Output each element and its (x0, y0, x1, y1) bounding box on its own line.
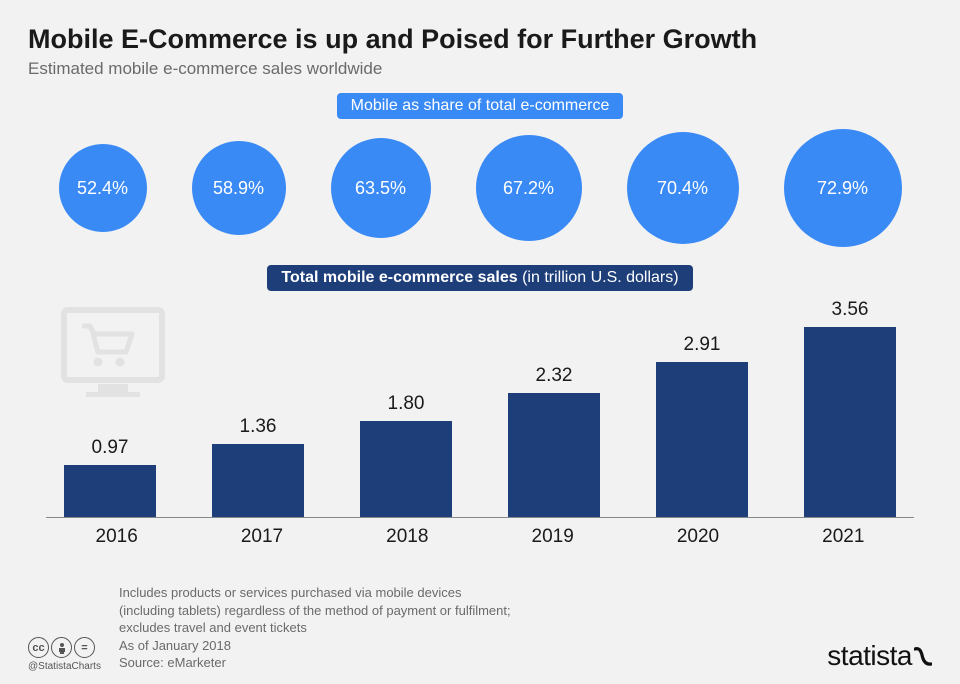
bar (360, 421, 452, 517)
bar (212, 444, 304, 517)
year-label: 2016 (57, 526, 177, 548)
logo-wave-icon (914, 644, 932, 668)
nd-icon: = (74, 637, 95, 658)
sales-label-sub: (in trillion U.S. dollars) (518, 269, 679, 286)
bar-value-label: 0.97 (92, 437, 129, 459)
footer: cc = @StatistaCharts Includes products o… (28, 584, 932, 672)
cc-block: cc = @StatistaCharts (28, 637, 101, 672)
bars-row: 0.97 1.36 1.80 2.32 2.91 3.56 (36, 297, 924, 517)
sales-label-container: Total mobile e-commerce sales (in trilli… (28, 265, 932, 291)
note-line-1: Includes products or services purchased … (119, 584, 511, 602)
year-label: 2021 (783, 526, 903, 548)
chart-title: Mobile E-Commerce is up and Poised for F… (28, 24, 932, 55)
bar-value-label: 1.80 (388, 393, 425, 415)
bar-value-label: 1.36 (240, 416, 277, 438)
share-circle: 67.2% (476, 135, 582, 241)
year-label: 2017 (202, 526, 322, 548)
statista-logo: statista (827, 640, 932, 672)
bar-column: 1.80 (346, 393, 466, 517)
by-icon (51, 637, 72, 658)
note-line-3: excludes travel and event tickets (119, 619, 511, 637)
cc-icons: cc = (28, 637, 101, 658)
share-label-badge: Mobile as share of total e-commerce (337, 93, 624, 119)
sales-label-badge: Total mobile e-commerce sales (in trilli… (267, 265, 692, 291)
bar (804, 327, 896, 517)
year-label: 2020 (638, 526, 758, 548)
cc-handle: @StatistaCharts (28, 661, 101, 672)
year-label: 2018 (347, 526, 467, 548)
bar (64, 465, 156, 517)
chart-area: 0.971.361.802.322.913.56 201620172018201… (28, 297, 932, 547)
share-circle: 70.4% (627, 132, 739, 244)
bar-value-label: 3.56 (832, 299, 869, 321)
note-line-2: (including tablets) regardless of the me… (119, 602, 511, 620)
cc-icon: cc (28, 637, 49, 658)
share-circle: 63.5% (331, 138, 431, 238)
note-source: Source: eMarketer (119, 654, 511, 672)
circles-row: 52.4% 58.9% 63.5% 67.2% 70.4% 72.9% (28, 129, 932, 247)
bar-column: 1.36 (198, 416, 318, 517)
bar-column: 2.91 (642, 334, 762, 517)
share-label-container: Mobile as share of total e-commerce (28, 93, 932, 119)
bar-column: 3.56 (790, 299, 910, 517)
bar-value-label: 2.32 (536, 365, 573, 387)
bar (656, 362, 748, 517)
share-circle: 52.4% (59, 144, 147, 232)
bar-column: 2.32 (494, 365, 614, 517)
years-row: 2016 2017 2018 2019 2020 2021 (36, 518, 924, 548)
footnotes: Includes products or services purchased … (119, 584, 511, 672)
footer-left: cc = @StatistaCharts Includes products o… (28, 584, 511, 672)
bar (508, 393, 600, 517)
bar-column: 0.97 (50, 437, 170, 517)
note-line-4: As of January 2018 (119, 637, 511, 655)
bar-value-label: 2.91 (684, 334, 721, 356)
year-label: 2019 (493, 526, 613, 548)
logo-text: statista (827, 640, 912, 672)
share-circle: 58.9% (192, 141, 286, 235)
chart-subtitle: Estimated mobile e-commerce sales worldw… (28, 59, 932, 79)
sales-label-bold: Total mobile e-commerce sales (281, 269, 517, 286)
share-circle: 72.9% (784, 129, 902, 247)
